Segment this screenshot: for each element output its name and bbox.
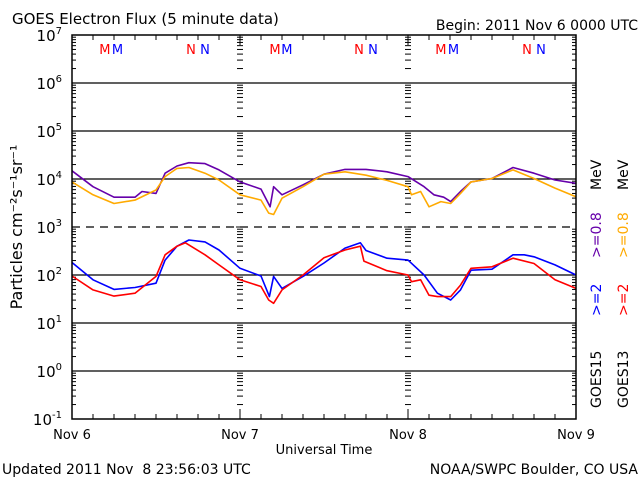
- y-tick-label: 105: [37, 122, 62, 141]
- chart-title: GOES Electron Flux (5 minute data): [12, 10, 279, 28]
- marker-n: N: [354, 43, 364, 58]
- legend-goes13: GOES13 >=2 >=0.8 MeV: [616, 159, 632, 408]
- marker-n: N: [200, 43, 210, 58]
- x-tick-label: Nov 7: [221, 428, 259, 443]
- legend-unit-goes15: MeV: [589, 159, 605, 190]
- y-tick-label: 104: [37, 170, 62, 189]
- y-tick-labels: 107 106 105 104 103 102 101 100 10-1: [33, 26, 62, 429]
- x-tick-label: Nov 8: [389, 428, 427, 443]
- x-tick-labels: Nov 6 Nov 7 Nov 8 Nov 9: [53, 428, 595, 443]
- plot-frame: [71, 34, 577, 420]
- marker-m: M: [99, 43, 110, 58]
- marker-n: N: [186, 43, 196, 58]
- marker-m: M: [435, 43, 446, 58]
- legend-e08-goes15: >=0.8: [589, 212, 605, 258]
- series-lines: [71, 161, 577, 305]
- marker-n: N: [368, 43, 378, 58]
- marker-n: N: [522, 43, 532, 58]
- x-tick-label: Nov 9: [557, 428, 595, 443]
- x-tick-label: Nov 6: [53, 428, 91, 443]
- y-axis-label: Particles cm⁻²s⁻¹sr⁻¹: [7, 145, 26, 310]
- series-line-goes13-0-8-mev: [71, 166, 577, 216]
- legend-e08-goes13: >=0.8: [616, 212, 632, 258]
- y-tick-label: 100: [37, 362, 62, 381]
- y-tick-label: 107: [37, 26, 62, 45]
- marker-m: M: [281, 43, 292, 58]
- legend-sat-goes13: GOES13: [616, 351, 632, 408]
- source-credit: NOAA/SWPC Boulder, CO USA: [430, 462, 639, 478]
- series-line-goes13-2-mev: [71, 242, 577, 305]
- begin-label: Begin: 2011 Nov 6 0000 UTC: [436, 18, 638, 34]
- x-axis-label: Universal Time: [276, 443, 373, 458]
- marker-m: M: [112, 43, 123, 58]
- gridlines: [72, 82, 576, 372]
- marker-m: M: [269, 43, 280, 58]
- y-tick-label: 102: [37, 266, 62, 285]
- legend-unit-goes13: MeV: [616, 159, 632, 190]
- marker-m: M: [448, 43, 459, 58]
- legend-sat-goes15: GOES15: [589, 351, 605, 408]
- legend-e2-goes15: >=2: [589, 284, 605, 316]
- marker-n: N: [536, 43, 546, 58]
- y-tick-label: 101: [37, 314, 62, 333]
- y-tick-label: 103: [37, 218, 62, 237]
- y-tick-label: 106: [37, 74, 62, 93]
- legend-e2-goes13: >=2: [616, 284, 632, 316]
- series-line-goes15-2-mev: [71, 239, 577, 301]
- y-tick-label: 10-1: [33, 410, 62, 429]
- legend-goes15: GOES15 >=2 >=0.8 MeV: [589, 159, 605, 408]
- updated-timestamp: Updated 2011 Nov 8 23:56:03 UTC: [2, 462, 251, 478]
- series-line-goes15-0-8-mev: [71, 161, 577, 208]
